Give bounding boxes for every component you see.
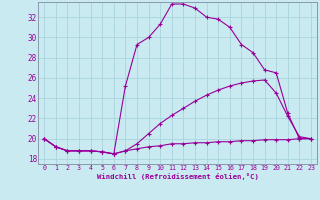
- X-axis label: Windchill (Refroidissement éolien,°C): Windchill (Refroidissement éolien,°C): [97, 173, 259, 180]
